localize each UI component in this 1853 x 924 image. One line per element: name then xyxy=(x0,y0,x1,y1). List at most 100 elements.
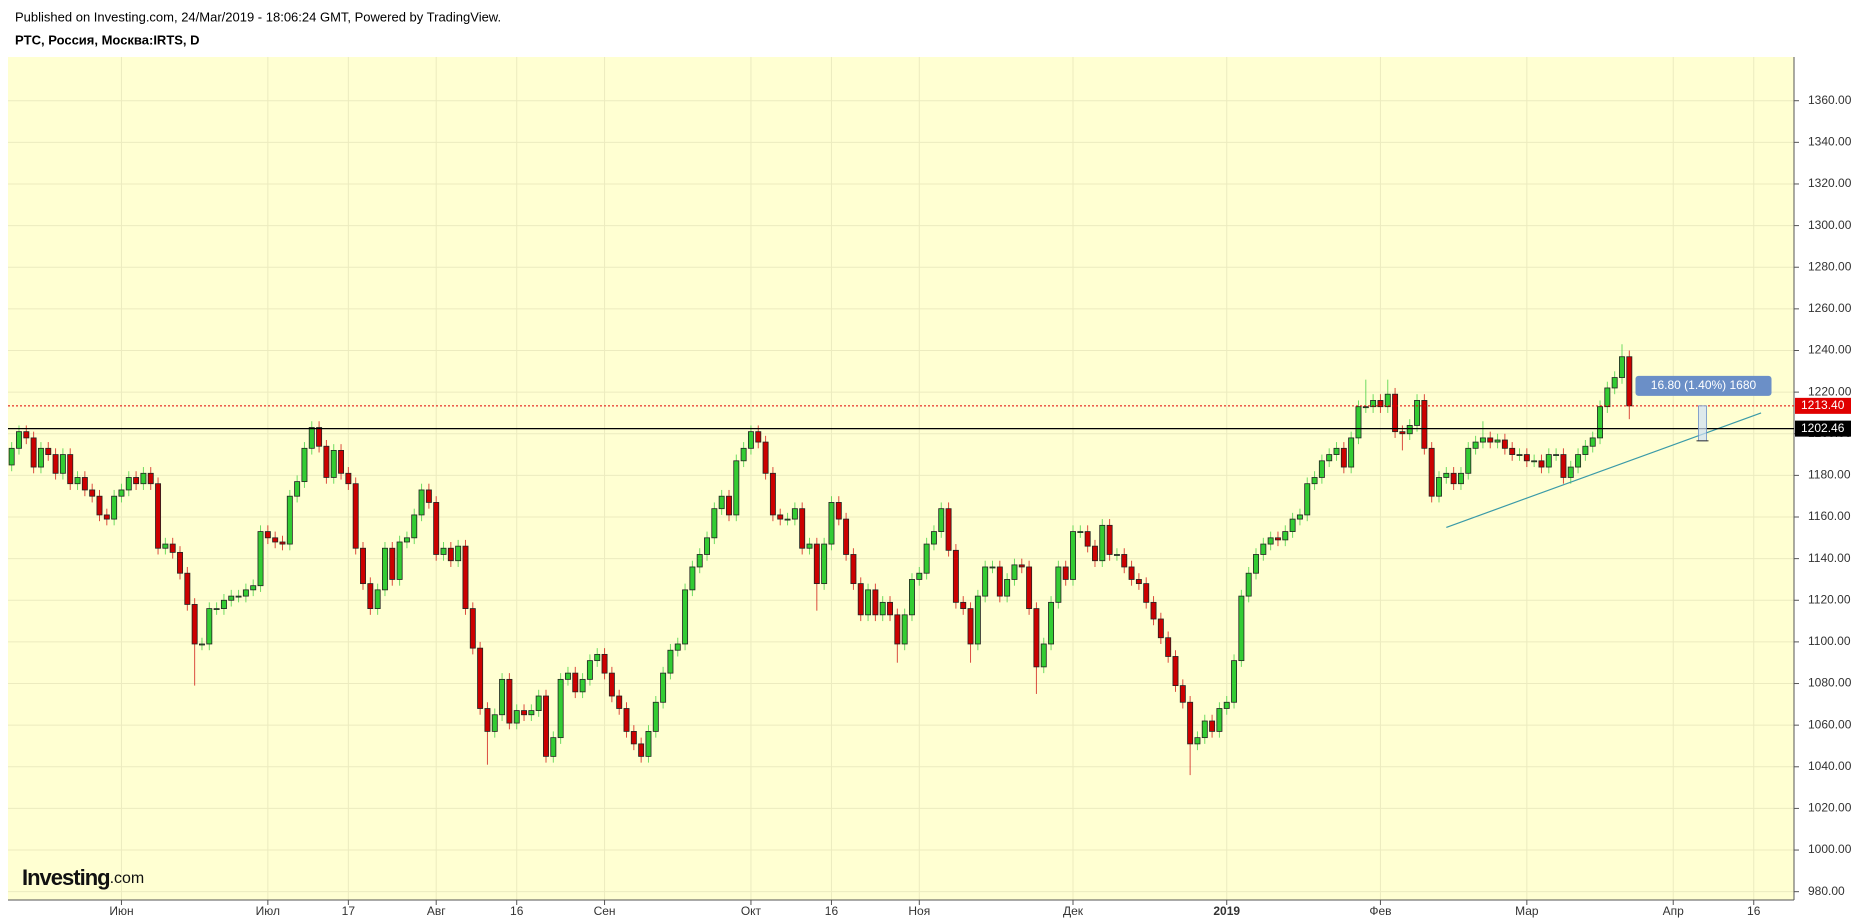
y-tick-label: 1040.00 xyxy=(1808,759,1852,773)
candle-body xyxy=(865,589,872,616)
candle-body xyxy=(89,489,96,497)
candle-body xyxy=(777,514,784,520)
candle-body xyxy=(923,543,930,574)
candle-body xyxy=(59,454,66,474)
y-tick-label: 1080.00 xyxy=(1808,676,1852,690)
candle-body xyxy=(894,614,901,645)
candle-body xyxy=(1143,583,1150,603)
candle-body xyxy=(1465,447,1472,474)
candle-body xyxy=(8,447,15,466)
candle-body xyxy=(155,483,162,549)
logo-main: Investing xyxy=(22,865,110,890)
candle-body xyxy=(45,447,52,455)
candle-body xyxy=(740,447,747,462)
candle-body xyxy=(550,737,557,757)
candle-body xyxy=(169,543,176,553)
candle-body xyxy=(1333,447,1340,455)
candle-body xyxy=(140,472,147,485)
candle-body xyxy=(499,678,506,716)
candle-body xyxy=(1282,531,1289,541)
candle-body xyxy=(1253,554,1259,574)
candle-body xyxy=(967,608,974,645)
candle-body xyxy=(557,678,564,739)
price-label: 1213.40 xyxy=(1801,398,1845,412)
candle-body xyxy=(1172,656,1179,687)
candle-body xyxy=(755,431,762,443)
candle-body xyxy=(1355,406,1362,439)
y-tick-label: 1320.00 xyxy=(1808,176,1852,190)
candle-body xyxy=(425,489,432,503)
candle-body xyxy=(1304,483,1311,516)
candle-body xyxy=(411,514,418,539)
y-tick-label: 1240.00 xyxy=(1808,343,1852,357)
candle-body xyxy=(345,472,352,485)
y-tick-label: 1100.00 xyxy=(1808,634,1851,648)
candle-body xyxy=(1165,637,1172,657)
plot-background xyxy=(8,57,1794,900)
candle-body xyxy=(242,589,249,597)
candle-body xyxy=(806,543,813,549)
candle-body xyxy=(1135,579,1142,585)
candle-body xyxy=(667,649,674,674)
candle-body xyxy=(513,710,520,724)
candle-body xyxy=(1479,437,1486,443)
candle-body xyxy=(30,437,37,468)
x-tick-label: Дек xyxy=(1063,904,1084,918)
candle-body xyxy=(1289,518,1296,532)
candle-body xyxy=(418,489,425,516)
candle-body xyxy=(901,614,908,645)
candle-body xyxy=(1004,579,1011,597)
candle-body xyxy=(1436,477,1442,497)
candle-body xyxy=(586,660,593,680)
candle-body xyxy=(1216,708,1223,732)
candle-body xyxy=(799,508,806,549)
x-tick-label: Июл xyxy=(256,904,280,918)
candle-body xyxy=(1018,564,1025,568)
candle-body xyxy=(704,537,710,555)
candle-body xyxy=(1245,572,1252,597)
candle-body xyxy=(1026,566,1033,609)
candle-body xyxy=(67,454,74,485)
candle-body xyxy=(23,431,30,439)
y-tick-label: 1060.00 xyxy=(1808,717,1852,731)
candle-body xyxy=(374,589,381,609)
candle-body xyxy=(484,708,491,732)
candle-body xyxy=(645,731,652,757)
candle-body xyxy=(564,672,571,680)
candle-body xyxy=(1567,466,1574,478)
candle-body xyxy=(733,460,740,516)
candle-body xyxy=(1077,531,1084,533)
candle-body xyxy=(696,554,703,568)
candle-body xyxy=(1092,545,1098,562)
candle-body xyxy=(674,643,681,651)
x-tick-label: 16 xyxy=(825,904,839,918)
candle-body xyxy=(455,545,462,562)
candle-body xyxy=(367,583,374,609)
candle-body xyxy=(791,508,798,520)
candle-body xyxy=(389,547,396,580)
trend-line xyxy=(1446,412,1762,528)
candle-body xyxy=(960,601,967,609)
candle-body xyxy=(125,477,132,491)
candle-body xyxy=(872,589,879,616)
candle-body xyxy=(1538,460,1545,468)
candle-body xyxy=(1487,437,1494,443)
candle-body xyxy=(1553,454,1560,456)
candle-body xyxy=(220,599,227,609)
candle-body xyxy=(1362,406,1369,409)
measure-label-box xyxy=(1635,375,1772,396)
candle-body xyxy=(16,431,22,449)
candle-body xyxy=(286,495,293,545)
candle-body xyxy=(887,601,893,616)
candle-body xyxy=(1443,472,1450,478)
candle-body xyxy=(1209,720,1216,732)
candle-body xyxy=(228,595,235,601)
candle-body xyxy=(1179,685,1186,703)
candle-body xyxy=(769,472,776,516)
candle-body xyxy=(191,604,198,645)
candle-body xyxy=(711,508,718,539)
candle-body xyxy=(206,608,213,645)
candle-body xyxy=(1597,406,1603,439)
candle-body xyxy=(1428,447,1435,497)
candle-body xyxy=(1275,537,1281,541)
